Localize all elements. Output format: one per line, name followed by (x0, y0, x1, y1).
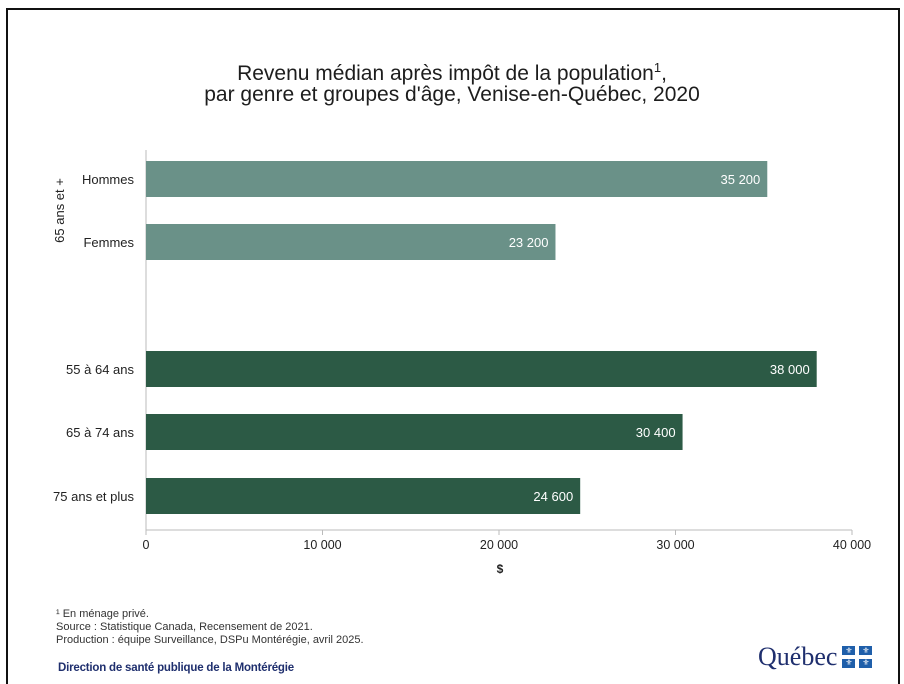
x-tick-label-3: 30 000 (656, 538, 694, 552)
chart-frame (6, 8, 900, 684)
category-label-4: 65 à 74 ans (66, 425, 134, 440)
category-label-3: 55 à 64 ans (66, 362, 134, 377)
bar-chart: 35 200 Hommes 23 200 Femmes 38 000 55 à 64 an… (52, 150, 871, 576)
bar-value-label-5: 24 600 (533, 489, 573, 504)
bar-1 (146, 161, 768, 197)
category-label-1: Hommes (82, 172, 135, 187)
group-label: 65 ans et + (52, 178, 67, 243)
bar-value-label-3: 38 000 (770, 362, 810, 377)
bar-2 (146, 224, 556, 260)
x-tick-label-0: 0 (143, 538, 150, 552)
bar-4 (146, 414, 683, 450)
bar-value-label-2: 23 200 (509, 235, 549, 250)
quebec-logo-word: Québec (758, 642, 838, 671)
bar-5 (146, 478, 581, 514)
footnote-private-household: ¹ En ménage privé. (56, 608, 149, 620)
x-axis-title: $ (497, 562, 504, 576)
footnotes: ¹ En ménage privé. Source : Statistique … (56, 608, 364, 647)
footnote-production: Production : équipe Surveillance, DSPu M… (56, 634, 364, 646)
x-tick-label-1: 10 000 (303, 538, 341, 552)
footnote-source: Source : Statistique Canada, Recensement… (56, 621, 313, 633)
quebec-logo: Québec ⚜ ⚜ ⚜ ⚜ (758, 640, 873, 674)
category-label-2: Femmes (83, 235, 134, 250)
x-tick-label-2: 20 000 (480, 538, 518, 552)
bar-3 (146, 351, 817, 387)
chart-title-line1: Revenu médian après impôt de la populati… (237, 60, 667, 85)
chart-title-line2: par genre et groupes d'âge, Venise-en-Qu… (204, 83, 700, 106)
quebec-flag-icon: ⚜ ⚜ ⚜ ⚜ (842, 646, 873, 668)
bar-value-label-4: 30 400 (636, 425, 676, 440)
bar-value-label-1: 35 200 (721, 172, 761, 187)
direction-label: Direction de santé publique de la Montér… (58, 662, 294, 674)
x-tick-label-4: 40 000 (833, 538, 871, 552)
category-label-5: 75 ans et plus (53, 489, 134, 504)
